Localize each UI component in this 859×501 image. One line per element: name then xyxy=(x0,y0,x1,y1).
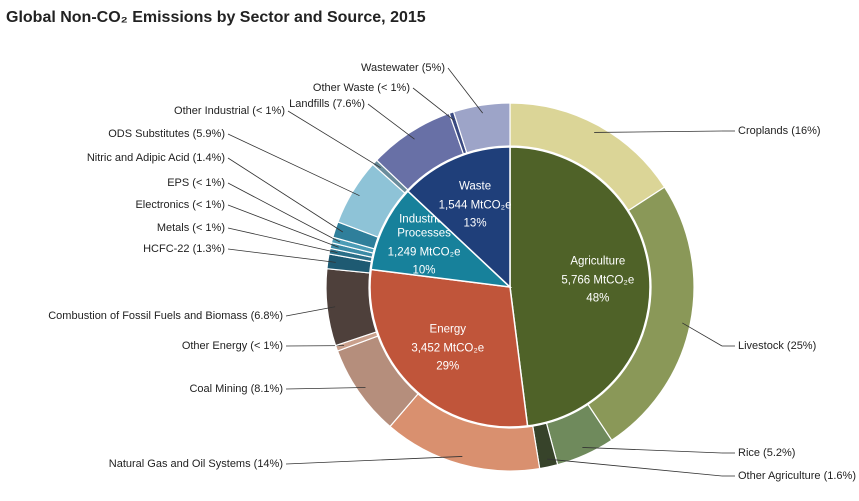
source-label: ODS Substitutes (5.9%) xyxy=(108,128,225,140)
leader-line xyxy=(367,103,415,140)
sector-percent: 29% xyxy=(436,360,459,372)
chart-title: Global Non-CO₂ Emissions by Sector and S… xyxy=(6,9,426,26)
sector-wedge xyxy=(369,268,529,428)
leader-line xyxy=(227,157,344,233)
source-label: Coal Mining (8.1%) xyxy=(189,383,283,395)
source-label: Nitric and Adipic Acid (1.4%) xyxy=(87,152,225,164)
leader-line xyxy=(447,67,484,114)
source-label: Metals (< 1%) xyxy=(157,222,225,234)
leader-line xyxy=(546,458,723,477)
sector-percent: 10% xyxy=(413,265,436,277)
leader-line xyxy=(227,204,339,248)
source-label: Other Energy (< 1%) xyxy=(182,340,283,352)
sector-amount: 3,452 MtCO₂e xyxy=(411,342,484,354)
leader-line xyxy=(285,387,366,390)
leader-line xyxy=(227,182,341,243)
leader-line xyxy=(285,306,336,317)
sector-wedge xyxy=(509,146,651,427)
leader-line xyxy=(227,248,336,263)
source-label: EPS (< 1%) xyxy=(167,177,225,189)
leader-line xyxy=(227,227,338,254)
source-label: Electronics (< 1%) xyxy=(135,199,225,211)
sector-name-line: Processes xyxy=(397,228,451,240)
leader-line xyxy=(287,110,381,169)
source-label: Combustion of Fossil Fuels and Biomass (… xyxy=(48,310,283,322)
source-label: Croplands (16%) xyxy=(738,125,821,137)
source-label: Rice (5.2%) xyxy=(738,447,795,459)
sector-name: Agriculture xyxy=(570,256,625,268)
leader-line xyxy=(682,322,723,347)
sector-amount: 1,544 MtCO₂e xyxy=(439,199,512,211)
sector-name: Energy xyxy=(430,323,467,335)
sector-wedge xyxy=(370,190,513,289)
sector-percent: 13% xyxy=(464,217,487,229)
source-label: Other Agriculture (1.6%) xyxy=(738,470,856,482)
source-label: Natural Gas and Oil Systems (14%) xyxy=(109,458,283,470)
leader-line xyxy=(412,87,455,121)
sector-percent: 48% xyxy=(586,293,609,305)
source-label: Landfills (7.6%) xyxy=(289,98,365,110)
source-label: Livestock (25%) xyxy=(738,340,816,352)
leader-line xyxy=(285,456,463,465)
source-label: Wastewater (5%) xyxy=(361,62,445,74)
source-segment xyxy=(452,102,511,154)
source-label: Other Industrial (< 1%) xyxy=(174,105,285,117)
sector-name: Waste xyxy=(459,180,491,192)
source-label: Other Waste (< 1%) xyxy=(313,82,410,94)
leader-line xyxy=(594,130,723,133)
sector-amount: 1,249 MtCO₂e xyxy=(388,247,461,259)
sector-wedge xyxy=(406,146,511,289)
leader-line xyxy=(582,447,723,454)
source-label: HCFC-22 (1.3%) xyxy=(143,243,225,255)
leader-line xyxy=(227,133,360,197)
sector-amount: 5,766 MtCO₂e xyxy=(561,275,634,287)
